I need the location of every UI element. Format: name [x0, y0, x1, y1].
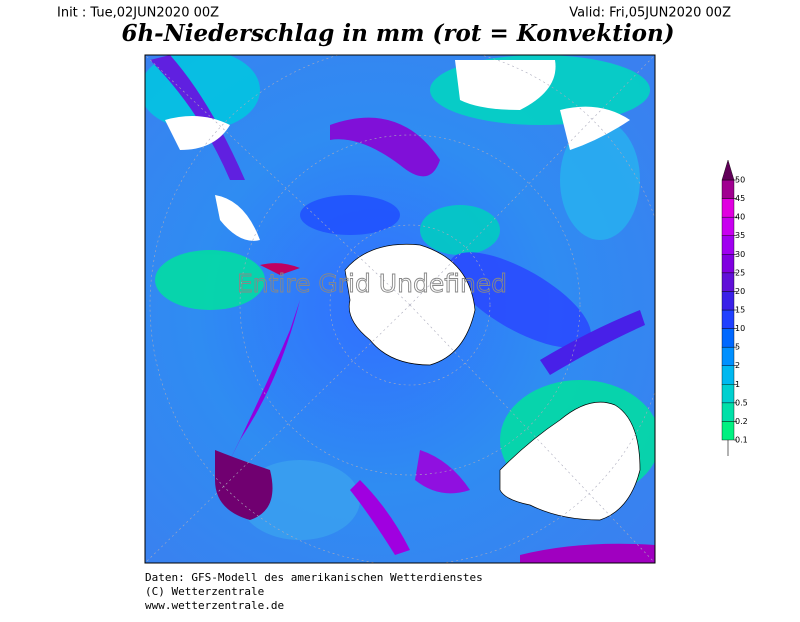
colorbar-label: 1	[735, 380, 740, 389]
colorbar-label: 20	[735, 287, 745, 296]
color-swatch	[721, 402, 735, 422]
colorbar-label: 30	[735, 250, 745, 259]
map-frame	[144, 54, 656, 564]
colorbar-label: 50	[735, 176, 745, 185]
colorbar-label: 25	[735, 268, 745, 277]
colorbar-label: 0.2	[735, 417, 748, 426]
colorbar-label: 2	[735, 361, 740, 370]
colorbar-label: 45	[735, 194, 745, 203]
colorbar-label: 40	[735, 213, 745, 222]
footer-line: Daten: GFS-Modell des amerikanischen Wet…	[145, 571, 483, 584]
color-swatch	[721, 179, 735, 199]
init-time: Init : Tue,02JUN2020 00Z	[57, 6, 219, 21]
color-swatch	[721, 216, 735, 236]
color-swatch	[721, 272, 735, 292]
color-swatch	[721, 365, 735, 385]
map-area	[145, 55, 655, 563]
color-swatch	[721, 309, 735, 329]
colorbar-label: 0.5	[735, 398, 748, 407]
color-swatch	[721, 254, 735, 274]
footer-line: www.wetterzentrale.de	[145, 599, 284, 612]
color-swatch	[721, 421, 735, 441]
colorbar-label: 35	[735, 231, 745, 240]
color-swatch	[721, 291, 735, 311]
colorbar-label: 15	[735, 306, 745, 315]
footer-line: (C) Wetterzentrale	[145, 585, 264, 598]
overlay-text: Entire Grid Undefined	[237, 269, 507, 298]
colorbar-label: 0.1	[735, 436, 748, 445]
color-swatch	[721, 198, 735, 218]
colorbar-label: 10	[735, 324, 745, 333]
valid-time: Valid: Fri,05JUN2020 00Z	[569, 6, 731, 21]
map-title: 6h-Niederschlag in mm (rot = Konvektion)	[121, 20, 674, 47]
color-swatch	[721, 159, 735, 181]
color-swatch	[721, 346, 735, 366]
color-swatch	[721, 384, 735, 404]
color-swatch	[721, 328, 735, 348]
color-swatch	[721, 235, 735, 255]
colorbar-label: 5	[735, 343, 740, 352]
